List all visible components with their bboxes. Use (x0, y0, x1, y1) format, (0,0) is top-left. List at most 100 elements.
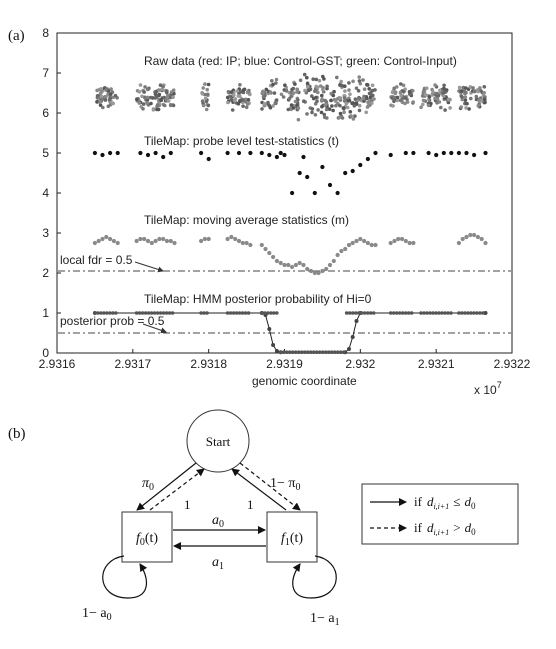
hmm-point (293, 350, 298, 355)
hmm-point (167, 311, 172, 315)
raw-point (459, 89, 464, 93)
raw-point (364, 110, 369, 115)
hmm-point (460, 311, 464, 315)
hmm-point (240, 311, 245, 315)
hmm-point (143, 311, 148, 315)
hmm-point (354, 319, 359, 323)
y-tick-label: 5 (42, 146, 49, 160)
raw-point (463, 98, 468, 102)
mavg-point (373, 242, 378, 248)
hmm-point (446, 311, 450, 315)
x-tick-label: 2.9316 (39, 357, 76, 371)
hmm-point (311, 350, 316, 355)
hmm-point (271, 343, 276, 347)
hmm-point (161, 311, 166, 315)
label-a0: a0 (212, 513, 224, 530)
mavg-point (472, 232, 477, 238)
hmm-point (246, 311, 251, 315)
raw-point (478, 86, 482, 90)
raw-point (463, 86, 468, 90)
raw-point (426, 103, 431, 108)
raw-point (357, 79, 362, 83)
annotation-mavg: TileMap: moving average statistics (m) (144, 213, 349, 227)
raw-point (260, 107, 264, 111)
mavg-point (111, 238, 116, 244)
tstat-point (259, 150, 264, 156)
raw-point (422, 89, 427, 94)
hmm-point (320, 350, 325, 355)
raw-point (392, 95, 397, 100)
x-axis-label: genomic coordinate (252, 374, 357, 388)
raw-point (296, 106, 301, 110)
mavg-point (206, 236, 211, 242)
raw-point (370, 83, 375, 88)
tstat-point (335, 190, 340, 196)
mavg-point (149, 240, 154, 246)
raw-point (315, 99, 319, 103)
annotation-raw: Raw data (red: IP; blue: Control-GST; gr… (144, 54, 457, 68)
hmm-point (344, 311, 349, 315)
raw-point (161, 84, 165, 89)
raw-point (327, 107, 332, 111)
raw-point (271, 82, 275, 87)
raw-point (329, 98, 333, 103)
raw-point (392, 86, 397, 91)
legend-box (361, 483, 519, 545)
legend-dashed-d: d (427, 520, 434, 535)
tstat-point (290, 190, 295, 196)
legend-dashed-prefix: if (414, 520, 423, 535)
raw-point (464, 106, 468, 110)
hmm-point (299, 350, 304, 355)
raw-point (293, 82, 297, 86)
tstat-point (267, 152, 272, 158)
tstat-point (358, 162, 363, 168)
legend-dashed-d0: d (465, 520, 472, 535)
f0-node (121, 511, 173, 563)
mavg-point (320, 268, 325, 274)
hmm-point (437, 311, 441, 315)
raw-point (262, 101, 267, 106)
raw-point (229, 97, 234, 102)
label-pi0-symbol: π (142, 476, 150, 491)
hmm-point (134, 311, 139, 315)
raw-point (316, 90, 320, 95)
hmm-point (158, 311, 163, 315)
raw-point (411, 100, 416, 104)
hmm-point (365, 311, 370, 315)
edge-start-to-f0 (136, 462, 197, 511)
tstat-point (350, 168, 355, 174)
mavg-point (312, 270, 317, 276)
mavg-point (236, 238, 242, 244)
hmm-point (394, 311, 399, 315)
raw-point (348, 92, 352, 96)
hmm-point (199, 311, 203, 315)
raw-point (322, 112, 327, 117)
raw-point (362, 87, 367, 91)
mavg-point (278, 260, 283, 266)
raw-point (273, 101, 278, 105)
raw-point (479, 98, 484, 103)
mavg-point (168, 238, 173, 244)
raw-point (293, 99, 298, 104)
tstat-point (456, 150, 461, 156)
mavg-point (411, 240, 416, 246)
mavg-point (301, 262, 306, 268)
mavg-point (290, 264, 295, 270)
legend-solid-d0-sub: 0 (471, 501, 476, 511)
raw-point (272, 91, 277, 95)
legend-dashed-d0-sub: 0 (471, 527, 476, 537)
raw-point (338, 111, 343, 116)
tstat-point (274, 154, 279, 160)
raw-point (464, 91, 468, 95)
f1-node (266, 511, 318, 563)
hmm-point (329, 350, 334, 355)
legend-dashed-op: > (453, 520, 460, 535)
raw-point (109, 87, 113, 91)
raw-point (206, 82, 211, 87)
hmm-point (475, 311, 479, 315)
edge-f1-to-start (231, 468, 287, 511)
raw-point (431, 90, 435, 94)
start-node (186, 409, 250, 473)
raw-point (270, 79, 274, 83)
legend-dashed-text: if di,i+1 > d0 (414, 520, 476, 537)
